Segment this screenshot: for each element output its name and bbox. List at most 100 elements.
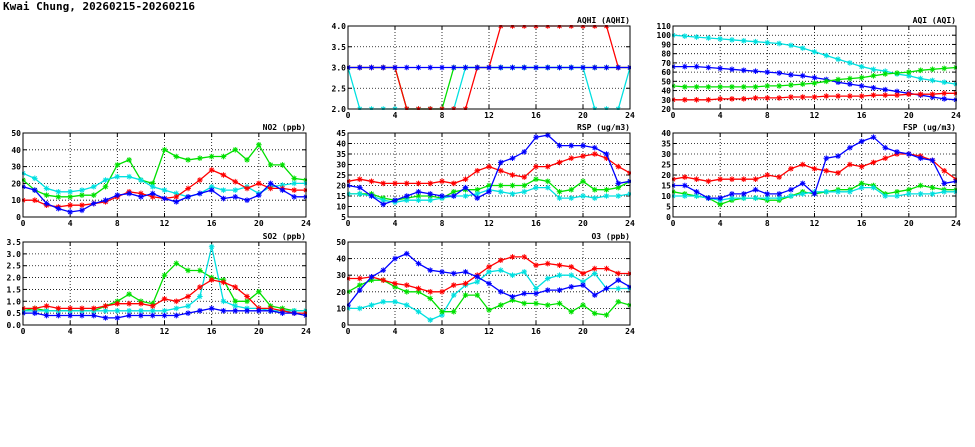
fsp-point-red <box>870 159 877 166</box>
o3-point-green <box>439 308 445 315</box>
so2-point-blue <box>149 312 156 319</box>
rsp-point-red <box>497 168 504 174</box>
o3-point-red <box>380 277 387 283</box>
aqhi-chart: 0 4 8 12 16 20 24 2.0 2.5 3.0 3.5 4.0 AQHI (AQHI) <box>332 16 635 120</box>
aqi-point-cyan <box>681 33 688 39</box>
o3-point-blue <box>356 287 363 293</box>
o3-point-blue <box>580 282 586 288</box>
aqhi-x-tick-label: 0 <box>346 111 351 120</box>
no2-point-blue <box>102 197 109 203</box>
o3-point-red <box>486 264 492 270</box>
fsp-point-cyan <box>894 193 900 199</box>
aqhi-chart-title: AQHI (AQHI) <box>577 16 630 25</box>
aqhi-y-tick-label: 2.0 <box>332 105 347 114</box>
rsp-point-red <box>580 153 586 159</box>
o3-point-blue <box>509 293 516 300</box>
aqi-point-blue <box>799 73 806 79</box>
aqi-point-cyan <box>906 73 912 79</box>
o3-point-cyan <box>486 269 492 275</box>
aqhi-point-blue <box>544 64 551 71</box>
o3-point-cyan <box>544 275 551 282</box>
rsp-point-blue <box>462 184 469 191</box>
aqi-point-red <box>752 95 759 101</box>
fsp-point-red <box>752 176 759 182</box>
fsp-x-tick-label: 24 <box>951 219 961 228</box>
aqi-point-cyan <box>764 39 771 46</box>
o3-point-blue <box>544 287 551 293</box>
fsp-point-blue <box>681 182 688 189</box>
o3-point-blue <box>615 277 622 283</box>
rsp-point-cyan <box>427 197 434 203</box>
so2-point-blue <box>43 312 50 319</box>
so2-point-red <box>114 300 121 307</box>
o3-point-red <box>450 282 457 288</box>
aqi-x-tick-label: 8 <box>765 111 770 120</box>
so2-point-blue <box>244 307 250 314</box>
aqi-point-red <box>823 93 830 99</box>
so2-x-tick-label: 8 <box>115 327 120 336</box>
o3-x-tick-label: 0 <box>346 327 351 336</box>
aqi-point-green <box>729 84 735 90</box>
no2-point-green <box>90 192 97 198</box>
fsp-point-green <box>906 186 912 193</box>
aqi-point-green <box>788 82 794 88</box>
no2-point-green <box>149 180 156 187</box>
rsp-point-red <box>392 180 398 187</box>
aqi-point-red <box>835 93 841 99</box>
o3-point-blue <box>474 274 481 280</box>
o3-point-cyan <box>591 270 598 277</box>
rsp-point-blue <box>439 193 445 199</box>
o3-y-tick-label: 10 <box>336 304 346 313</box>
aqi-point-cyan <box>811 49 818 55</box>
rsp-point-cyan <box>568 195 575 201</box>
aqi-point-blue <box>870 84 877 91</box>
aqi-point-red <box>847 93 853 99</box>
rsp-point-blue <box>486 189 492 195</box>
rsp-point-green <box>415 193 422 199</box>
no2-point-red <box>173 194 180 200</box>
o3-series-cyan <box>347 267 631 323</box>
fsp-point-cyan <box>929 191 936 197</box>
so2-point-cyan <box>149 307 156 314</box>
rsp-point-cyan <box>615 193 622 199</box>
so2-point-blue <box>90 312 97 319</box>
no2-point-cyan <box>173 190 180 197</box>
no2-x-tick-label: 8 <box>115 219 120 228</box>
aqi-point-red <box>776 95 782 101</box>
rsp-point-red <box>415 180 422 187</box>
fsp-point-blue <box>882 144 889 151</box>
so2-point-red <box>197 284 203 290</box>
no2-point-red <box>185 185 191 192</box>
no2-point-blue <box>232 194 239 200</box>
so2-point-cyan <box>232 303 239 309</box>
aqi-point-cyan <box>693 34 700 40</box>
no2-y-tick-label: 50 <box>11 129 21 138</box>
fsp-point-blue <box>776 191 782 197</box>
no2-x-tick-label: 20 <box>254 219 264 228</box>
so2-point-green <box>185 267 191 274</box>
fsp-point-red <box>776 174 782 180</box>
no2-point-cyan <box>149 183 156 190</box>
aqi-point-cyan <box>799 45 806 51</box>
rsp-point-blue <box>568 142 575 149</box>
so2-point-blue <box>256 307 262 314</box>
aqi-point-cyan <box>823 52 830 59</box>
o3-series-blue <box>347 250 631 308</box>
o3-x-tick-label: 4 <box>393 327 398 336</box>
fsp-y-tick-label: 30 <box>661 150 671 159</box>
aqi-x-tick-label: 20 <box>904 111 914 120</box>
fsp-point-cyan <box>788 193 794 199</box>
rsp-point-green <box>533 176 539 182</box>
aqi-y-tick-label: 30 <box>661 96 671 105</box>
o3-point-blue <box>415 260 422 267</box>
o3-point-green <box>403 289 410 295</box>
so2-y-tick-label: 3.5 <box>7 238 22 247</box>
aqhi-x-tick-label: 16 <box>531 111 541 120</box>
aqi-x-tick-label: 24 <box>951 111 961 120</box>
rsp-point-blue <box>603 151 610 157</box>
o3-point-blue <box>591 292 598 298</box>
rsp-y-tick-label: 10 <box>336 203 346 212</box>
rsp-x-tick-label: 24 <box>625 219 635 228</box>
